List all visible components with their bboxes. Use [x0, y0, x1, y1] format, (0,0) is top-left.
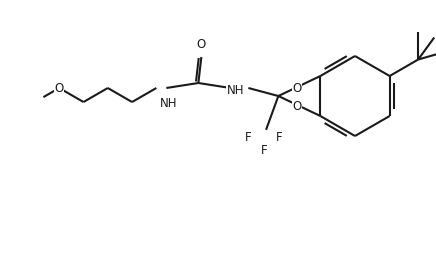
Text: NH: NH — [160, 97, 177, 109]
Text: O: O — [197, 38, 206, 51]
Text: F: F — [261, 144, 267, 156]
Text: NH: NH — [227, 83, 244, 96]
Text: O: O — [293, 81, 302, 94]
Text: O: O — [54, 82, 64, 95]
Text: O: O — [293, 99, 302, 112]
Text: F: F — [276, 130, 283, 143]
Text: F: F — [245, 130, 252, 143]
